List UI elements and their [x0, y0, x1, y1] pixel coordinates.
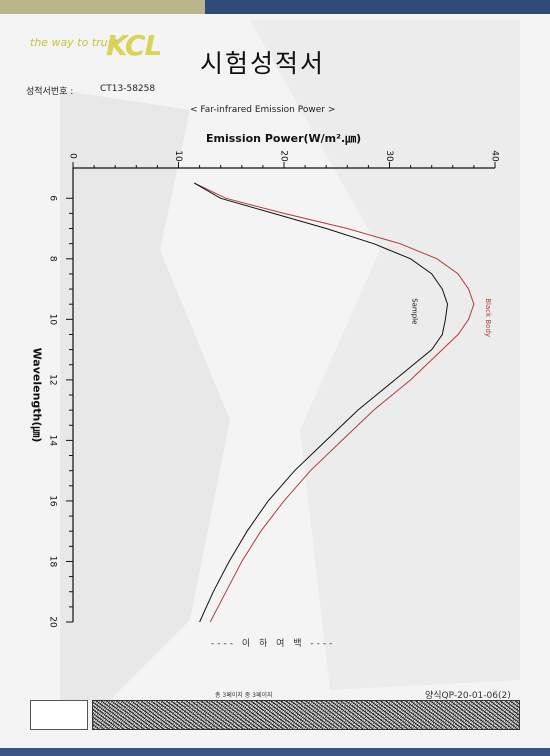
wavelength-tick-label: 16	[48, 495, 58, 507]
wavelength-tick-label: 18	[48, 556, 58, 568]
page-title: 시험성적서	[200, 49, 326, 78]
security-pattern	[92, 700, 520, 730]
black-body-series-label: Black Body	[484, 298, 492, 337]
wavelength-tick-label: 14	[48, 435, 58, 447]
chart-subtitle: < Far-infrared Emission Power >	[190, 105, 336, 115]
wavelength-tick-label: 6	[48, 195, 58, 201]
power-tick-label: 20	[279, 150, 289, 162]
sample-series-label: Sample	[411, 298, 419, 324]
bottom-band	[0, 748, 550, 756]
wavelength-tick-label: 20	[48, 616, 58, 628]
power-tick-label: 10	[173, 150, 183, 162]
logo-tagline: the way to trust	[30, 36, 118, 49]
wavelength-tick-label: 8	[48, 256, 58, 262]
wavelength-tick-label: 12	[48, 374, 58, 385]
end-of-document-mark: ---- 이 하 여 백 ----	[211, 639, 336, 649]
certificate-number-label: 성적서번호 :	[26, 87, 74, 97]
black-body-series-line	[194, 182, 475, 623]
power-tick-label: 0	[68, 153, 78, 159]
top-band-accent	[205, 0, 550, 14]
certificate-number: CT13-58258	[100, 84, 156, 94]
kcl-logo: KCL	[106, 29, 162, 62]
page-info: 총 3페이지 중 3페이지	[215, 692, 273, 699]
power-tick-label: 30	[384, 150, 394, 162]
power-tick-label: 40	[490, 150, 500, 162]
wavelength-tick-label: 10	[48, 314, 58, 326]
y-axis-title: Emission Power(W/m².㎛)	[206, 132, 362, 145]
form-number: 양식QP-20-01-06(2)	[425, 691, 511, 701]
sample-series-line	[194, 182, 449, 623]
stamp-box	[30, 700, 88, 730]
